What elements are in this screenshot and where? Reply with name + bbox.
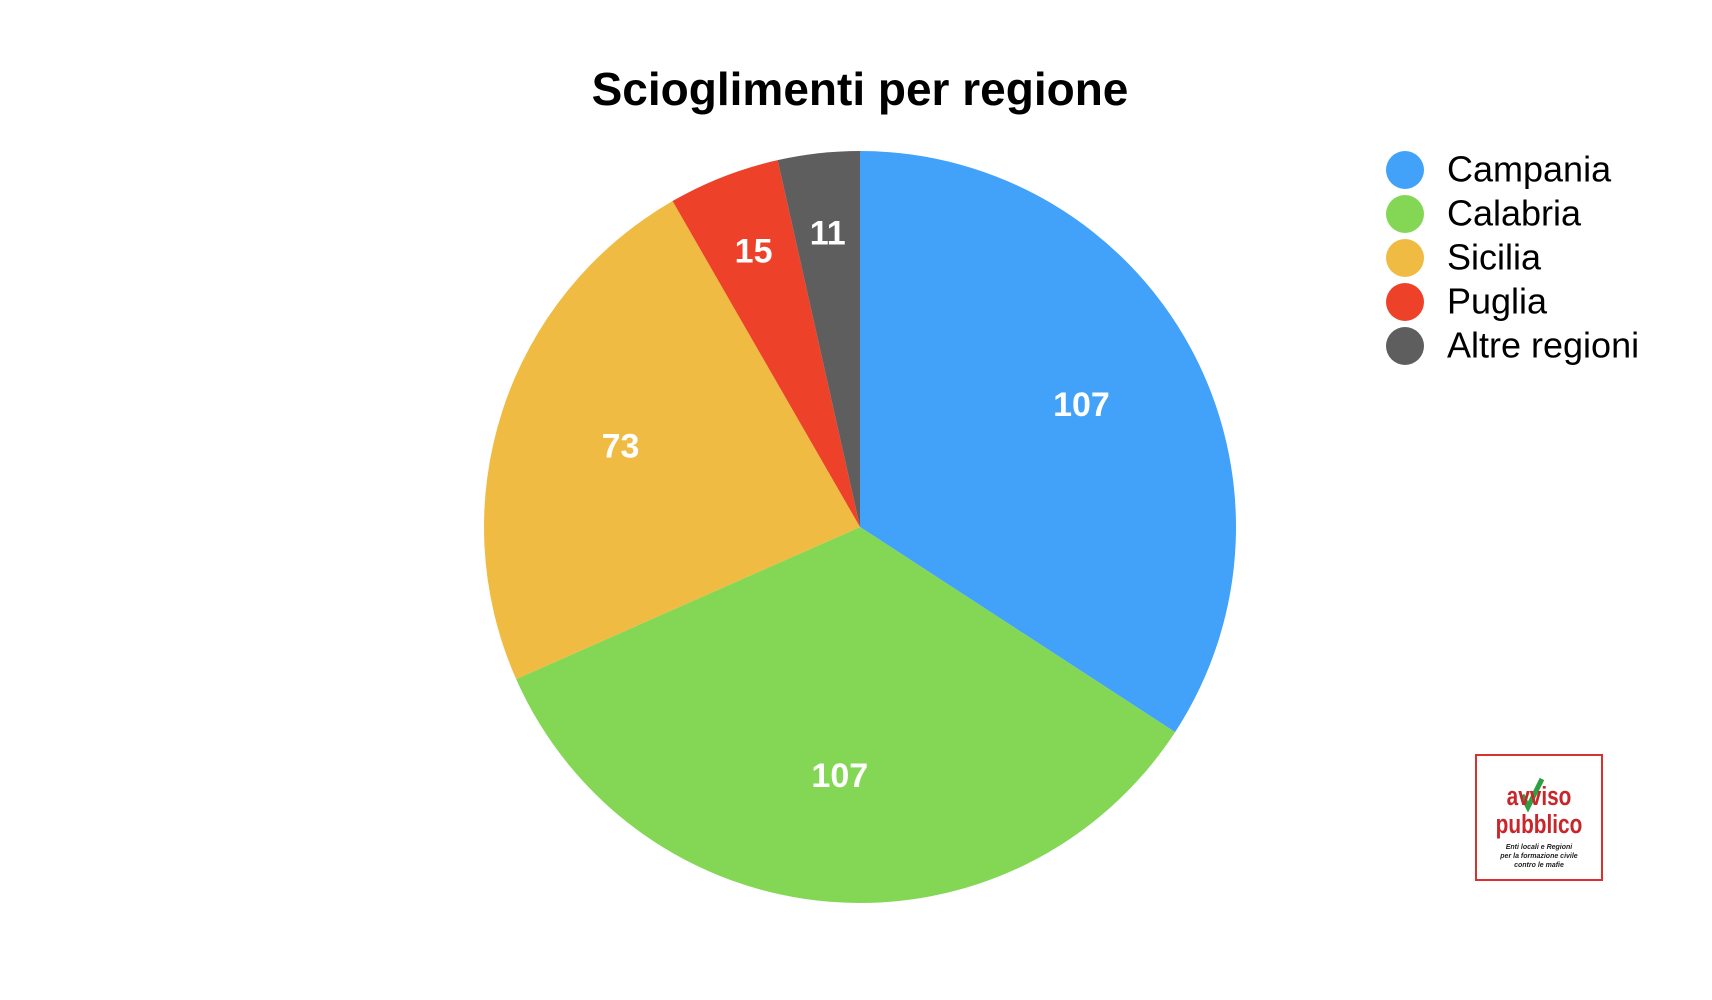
legend-swatch xyxy=(1386,327,1424,365)
pie-slice xyxy=(483,201,860,680)
pie-slice xyxy=(777,151,860,527)
data-label: 107 xyxy=(811,757,868,795)
logo-check xyxy=(1519,777,1545,813)
legend-label: Calabria xyxy=(1447,193,1582,234)
legend-label: Sicilia xyxy=(1447,237,1542,278)
legend-swatch xyxy=(1386,151,1424,189)
logo: avviso pubblico Enti locali e Regioni pe… xyxy=(1475,754,1603,881)
logo-text: pubblico xyxy=(1496,810,1583,839)
logo-frame xyxy=(1475,754,1603,881)
legend-label: Campania xyxy=(1447,149,1612,190)
legend-label: Altre regioni xyxy=(1447,325,1639,366)
pie-slice xyxy=(516,527,1176,903)
data-label: 73 xyxy=(602,428,640,466)
logo-text: contro le mafie xyxy=(1514,862,1564,869)
legend-swatch xyxy=(1386,239,1424,277)
logo-text: per la formazione civile xyxy=(1499,853,1578,860)
logo-text: Enti locali e Regioni xyxy=(1506,844,1574,851)
pie-slice xyxy=(672,160,860,527)
data-label: 11 xyxy=(810,214,846,252)
data-label: 107 xyxy=(1053,386,1110,424)
pie-slice xyxy=(860,151,1236,733)
legend-swatch xyxy=(1386,195,1424,233)
legend-swatch xyxy=(1386,283,1424,321)
data-label: 15 xyxy=(735,233,773,271)
chart-title: Scioglimenti per regione xyxy=(592,63,1129,115)
legend-label: Puglia xyxy=(1447,281,1548,322)
logo-text: avviso xyxy=(1507,782,1572,811)
